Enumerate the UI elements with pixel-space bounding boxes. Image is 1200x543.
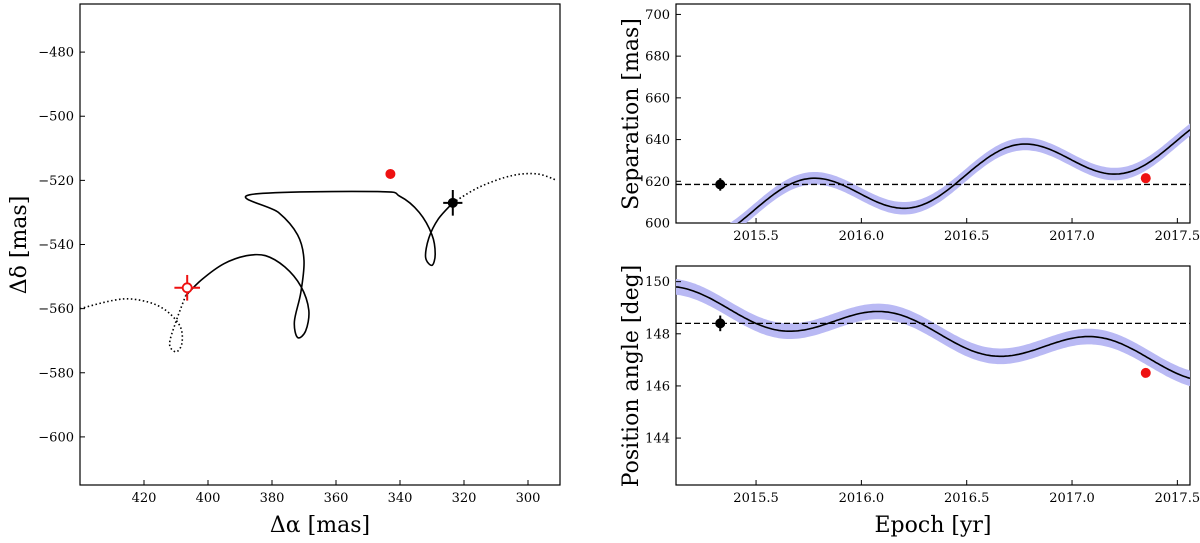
sep-x-tick-label: 2017.0 xyxy=(1049,229,1095,244)
pa-measurement-point xyxy=(715,318,726,329)
separation-y-ticks: 600 620 640 660 680 700 xyxy=(645,8,681,232)
pa-y-tick-label: 144 xyxy=(645,432,670,447)
orbit-black-point xyxy=(447,197,458,208)
orbit-x-ticks: 420 400 380 360 340 320 300 xyxy=(132,480,541,506)
orbit-y-tick-label: −580 xyxy=(38,366,74,381)
orbit-dotted-future xyxy=(452,172,558,204)
position-angle-x-axis-label: Epoch [yr] xyxy=(875,513,992,538)
pa-y-tick-label: 146 xyxy=(645,379,670,394)
position-angle-y-axis-label: Position angle [deg] xyxy=(619,265,644,488)
sep-x-tick-label: 2016.5 xyxy=(944,229,990,244)
position-angle-plot-area xyxy=(676,279,1190,387)
pa-y-tick-label: 150 xyxy=(645,275,670,290)
pa-x-tick-label: 2016.0 xyxy=(839,491,885,506)
sep-x-tick-label: 2017.5 xyxy=(1155,229,1200,244)
orbit-red-point xyxy=(385,168,396,179)
sep-x-tick-label: 2016.0 xyxy=(839,229,885,244)
orbit-dotted-past xyxy=(79,295,187,353)
sep-y-tick-label: 700 xyxy=(645,8,670,23)
sep-y-tick-label: 600 xyxy=(645,217,670,232)
pa-x-tick-label: 2015.5 xyxy=(733,491,779,506)
sep-model-curve xyxy=(737,129,1190,223)
pa-clipped-group xyxy=(676,279,1190,387)
pa-x-tick-label: 2016.5 xyxy=(944,491,990,506)
sep-measurement-point xyxy=(715,179,726,190)
sep-uncertainty-band xyxy=(729,123,1190,223)
orbit-red-open-point xyxy=(181,282,193,294)
pa-model-curve xyxy=(676,286,1190,380)
separation-x-ticks: 2015.5 2016.0 2016.5 2017.0 2017.5 xyxy=(733,218,1200,244)
sep-y-tick-label: 660 xyxy=(645,91,670,106)
orbit-axes-frame xyxy=(79,3,561,486)
orbit-panel: 420 400 380 360 340 320 300 −480 −500 −520 −540 −5… xyxy=(7,3,561,538)
pa-x-tick-label: 2017.5 xyxy=(1155,491,1200,506)
sep-clipped-group xyxy=(676,123,1190,223)
sep-y-tick-label: 680 xyxy=(645,50,670,65)
pa-y-tick-label: 148 xyxy=(645,327,670,342)
orbit-y-tick-label: −480 xyxy=(38,46,74,61)
separation-panel: 2015.5 2016.0 2016.5 2017.0 2017.5 600 620 640… xyxy=(619,3,1200,244)
orbit-y-tick-label: −560 xyxy=(38,302,74,317)
pa-uncertainty-band xyxy=(676,279,1190,387)
orbit-x-tick-label: 320 xyxy=(452,491,477,506)
pa-red-point xyxy=(1140,367,1151,378)
orbit-x-tick-label: 340 xyxy=(388,491,413,506)
pa-x-tick-label: 2017.0 xyxy=(1049,491,1095,506)
orbit-solid-track xyxy=(185,190,454,339)
separation-axes-frame xyxy=(675,3,1191,224)
orbit-y-ticks: −480 −500 −520 −540 −560 −580 −600 xyxy=(38,46,85,445)
separation-y-axis-label: Separation [mas] xyxy=(619,18,644,210)
separation-plot-area xyxy=(676,123,1190,223)
position-angle-x-ticks: 2015.5 2016.0 2016.5 2017.0 2017.5 xyxy=(733,480,1200,506)
sep-y-tick-label: 640 xyxy=(645,133,670,148)
sep-y-tick-label: 620 xyxy=(645,175,670,190)
orbit-x-tick-label: 360 xyxy=(324,491,349,506)
position-angle-y-ticks: 144 146 148 150 xyxy=(645,275,681,447)
position-angle-axes-frame xyxy=(675,265,1191,486)
orbit-y-axis-label: Δδ [mas] xyxy=(7,196,32,295)
orbit-x-tick-label: 400 xyxy=(196,491,221,506)
orbit-plot-area xyxy=(79,168,558,353)
orbit-x-tick-label: 380 xyxy=(260,491,285,506)
orbit-y-tick-label: −520 xyxy=(38,174,74,189)
position-angle-panel: 2015.5 2016.0 2016.5 2017.0 2017.5 144 146 148… xyxy=(619,265,1200,538)
orbit-x-tick-label: 420 xyxy=(132,491,157,506)
orbit-y-tick-label: −500 xyxy=(38,110,74,125)
sep-x-tick-label: 2015.5 xyxy=(733,229,779,244)
orbit-x-axis-label: Δα [mas] xyxy=(270,513,370,538)
sep-red-point xyxy=(1140,173,1151,184)
orbit-y-tick-label: −540 xyxy=(38,238,74,253)
orbit-x-tick-label: 300 xyxy=(516,491,541,506)
orbit-y-tick-label: −600 xyxy=(38,430,74,445)
